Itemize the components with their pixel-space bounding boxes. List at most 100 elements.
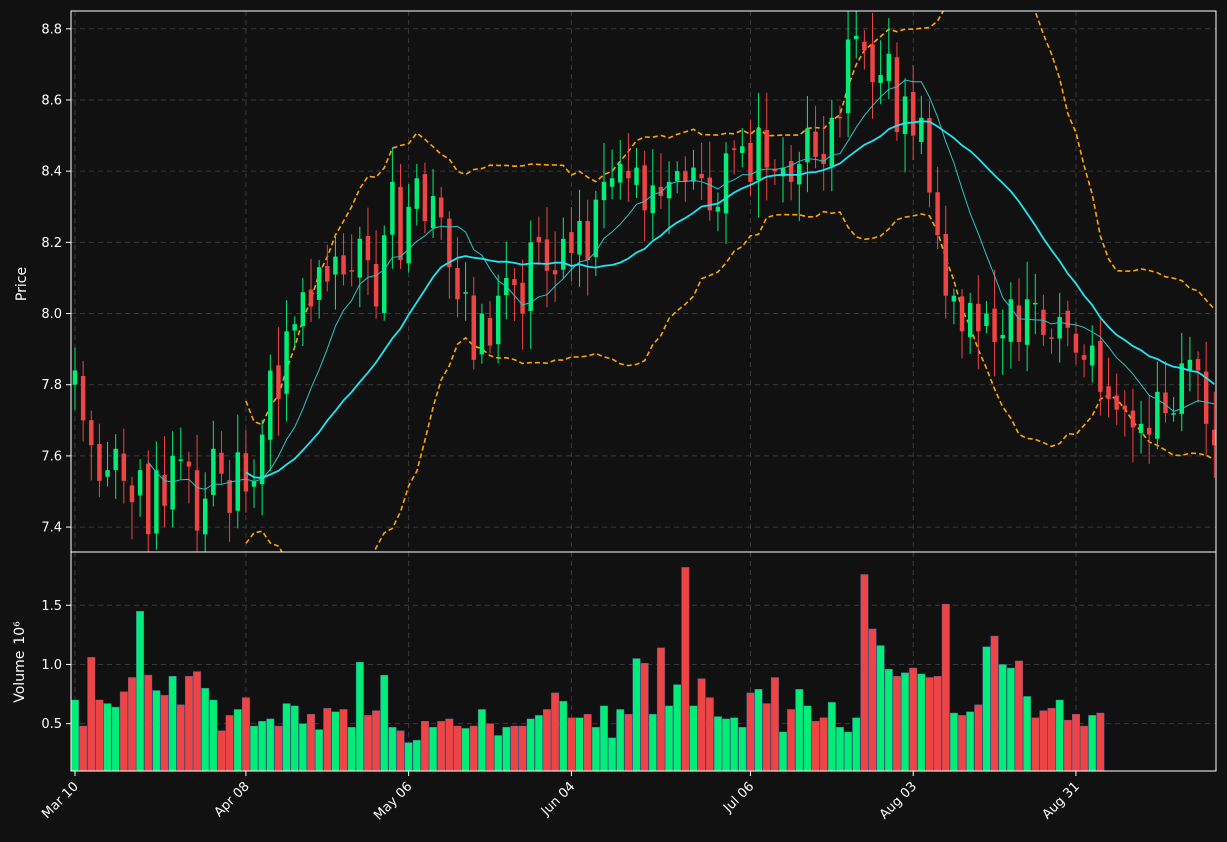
volume-bar — [144, 674, 153, 771]
volume-bar — [909, 667, 918, 771]
candle-down — [373, 263, 379, 307]
candle-up — [154, 470, 159, 534]
volume-bar — [380, 674, 389, 771]
candle-down — [1081, 355, 1087, 360]
volume-bar — [1063, 719, 1072, 771]
volume-bar — [665, 705, 674, 771]
candle-up — [463, 292, 468, 294]
candle-up — [406, 206, 411, 264]
candle-up — [845, 39, 851, 114]
price-tick-label: 7.6 — [41, 449, 62, 464]
candle-down — [398, 186, 403, 261]
volume-bar — [990, 635, 999, 771]
volume-bar — [79, 725, 88, 771]
volume-bar — [656, 647, 665, 771]
volume-bar — [347, 727, 356, 771]
volume-bar — [331, 711, 340, 771]
volume-axes-frame — [70, 551, 1217, 772]
candle-down — [97, 443, 102, 481]
candle-down — [772, 168, 778, 172]
candle-down — [748, 142, 753, 182]
candle-down — [194, 470, 200, 531]
candle-up — [634, 167, 639, 185]
volume-bar — [241, 697, 250, 771]
volume-bar — [469, 725, 478, 771]
candle-down — [544, 239, 550, 271]
candle-up — [211, 448, 216, 495]
candle-up — [967, 302, 973, 338]
candle-up — [1187, 359, 1193, 371]
volume-bar — [71, 699, 79, 771]
candles — [72, 11, 1216, 552]
candle-up — [1138, 423, 1144, 434]
candle-down — [813, 131, 818, 157]
volume-bar — [787, 709, 796, 771]
volume-bar — [412, 740, 421, 771]
volume-bar — [591, 727, 600, 771]
volume-bar — [697, 678, 706, 771]
volume-bar — [770, 677, 779, 771]
candle-up — [1179, 363, 1184, 414]
volume-bar — [1080, 725, 1089, 771]
candle-down — [1106, 386, 1111, 399]
candle-up — [561, 238, 566, 270]
volume-bar — [453, 725, 462, 771]
volume-bar — [673, 684, 682, 771]
candle-up — [235, 452, 240, 511]
volume-bar — [762, 703, 771, 771]
candle-up — [292, 324, 297, 331]
volume-bar — [852, 717, 861, 771]
volume-bar — [1006, 667, 1015, 771]
volume-tick-label: 1.0 — [41, 658, 62, 673]
candle-up — [357, 238, 363, 278]
volume-bar — [258, 721, 267, 771]
candle-up — [268, 370, 273, 440]
volume-bar — [502, 727, 511, 771]
volume-bar — [388, 727, 397, 771]
candle-up — [886, 53, 892, 81]
candle-up — [202, 498, 208, 535]
volume-bar — [1031, 717, 1040, 771]
candle-up — [829, 117, 835, 167]
candle-up — [1024, 299, 1030, 345]
volume-bar — [884, 668, 893, 771]
candle-up — [593, 199, 599, 257]
candle-down — [788, 160, 794, 182]
volume-bar — [713, 716, 722, 771]
candle-down — [276, 365, 281, 399]
volume-tick-label: 0.5 — [41, 717, 62, 732]
volume-bar — [567, 717, 576, 771]
candle-down — [1122, 405, 1128, 410]
volume-bar — [779, 731, 787, 771]
volume-bar — [632, 658, 641, 771]
candle-up — [251, 480, 257, 487]
volume-bar — [355, 661, 364, 771]
candle-up — [479, 313, 485, 355]
candle-down — [121, 453, 127, 481]
volume-bar — [372, 710, 381, 771]
candle-up — [756, 128, 761, 181]
volume-bar — [551, 692, 560, 771]
price-tick-label: 7.4 — [41, 521, 62, 536]
volume-bar — [477, 709, 486, 771]
volume-bar — [982, 646, 991, 771]
volume-bar — [315, 729, 324, 771]
candle-up — [414, 178, 420, 209]
volume-bar — [323, 708, 332, 771]
volume-bar — [95, 699, 104, 771]
candle-down — [341, 255, 346, 275]
volume-bar — [404, 742, 413, 771]
volume-bar — [819, 717, 828, 771]
volume-bar — [827, 702, 836, 771]
volume-bar — [250, 725, 258, 771]
volume-bar — [225, 715, 234, 771]
volume-bar — [941, 603, 950, 771]
volume-bar — [176, 704, 185, 771]
candle-up — [1155, 391, 1160, 439]
candle-down — [80, 375, 86, 421]
candle-up — [691, 167, 696, 182]
volume-bar — [836, 727, 844, 771]
volume-axis-title: Volume 10⁶ — [12, 621, 28, 703]
candle-up — [951, 295, 957, 302]
